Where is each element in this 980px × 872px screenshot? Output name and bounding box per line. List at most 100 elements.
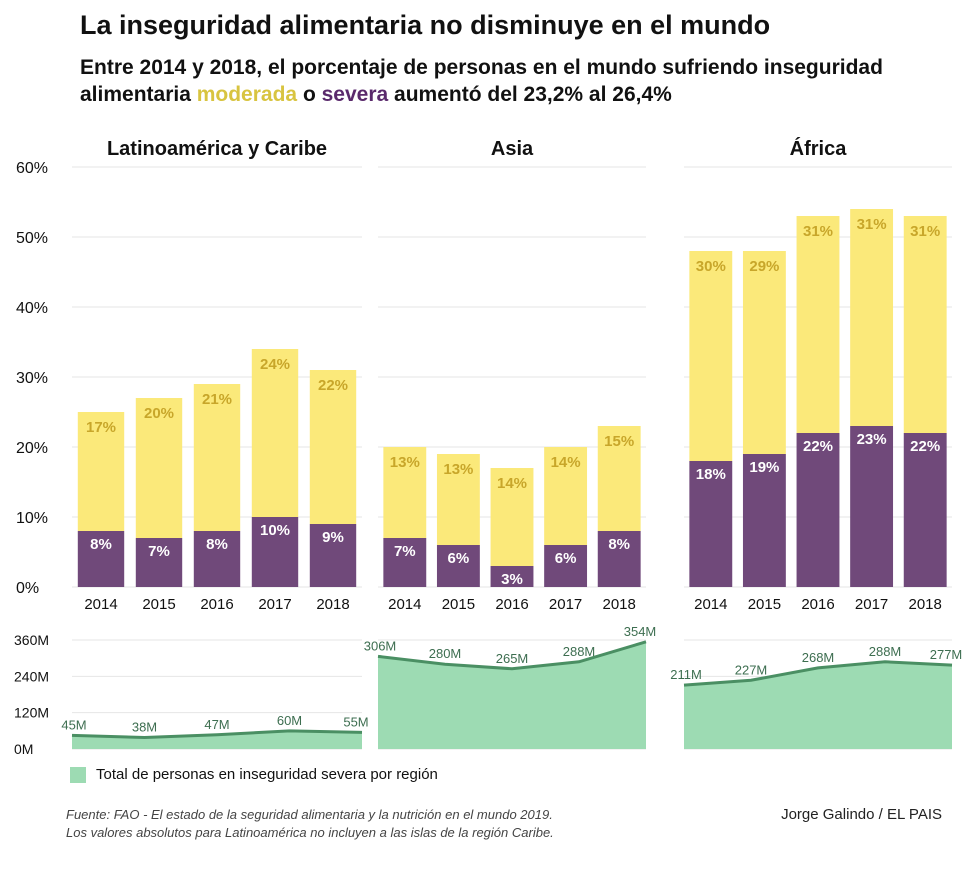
subtitle-text-3: aumentó del 23,2% al 26,4% — [388, 83, 672, 106]
data-label-severe: 10% — [260, 522, 290, 539]
x-tick-label: 2016 — [200, 596, 233, 613]
legend-area-swatch — [70, 766, 86, 783]
area-point-label-africa: 211M — [670, 667, 702, 682]
x-tick-label: 2015 — [142, 596, 175, 613]
data-label-moderate: 31% — [857, 216, 887, 233]
y-tick-label: 60% — [16, 160, 48, 177]
source-line-2: Los valores absolutos para Latinoamérica… — [66, 825, 554, 840]
y-tick-label: 30% — [16, 370, 48, 387]
bar-severe-latinoamerica-y-caribe-2014 — [77, 531, 125, 587]
author-credit: Jorge Galindo / EL PAIS — [781, 806, 942, 823]
legend: Total de personas en inseguridad severa … — [70, 766, 438, 783]
area-point-label-latinoamerica: 38M — [132, 719, 157, 734]
x-tick-label: 2015 — [442, 596, 475, 613]
area-point-label-asia: 288M — [563, 644, 596, 659]
bar-severe-latinoamerica-y-caribe-2018 — [309, 524, 357, 587]
area-y-tick-label: 0M — [14, 741, 33, 757]
area-fill-africa — [684, 661, 952, 749]
data-label-moderate: 17% — [86, 419, 116, 436]
bar-moderate-africa-2015 — [742, 251, 786, 454]
source-note: Fuente: FAO - El estado de la seguridad … — [66, 806, 554, 842]
data-label-severe: 22% — [910, 438, 940, 455]
area-point-label-latinoamerica: 47M — [204, 717, 229, 732]
data-label-moderate: 24% — [260, 356, 290, 373]
data-label-moderate: 30% — [696, 258, 726, 275]
data-label-moderate: 14% — [551, 454, 581, 471]
area-line-africa — [683, 660, 953, 687]
data-label-severe: 8% — [608, 536, 630, 553]
legend-label: Total de personas en inseguridad severa … — [96, 766, 438, 783]
area-line-asia — [377, 640, 647, 671]
area-line-latinoamerica — [71, 729, 363, 739]
area-point-label-latinoamerica: 45M — [61, 717, 86, 732]
bar-moderate-asia-2014 — [383, 447, 427, 538]
data-label-moderate: 14% — [497, 475, 527, 492]
area-point-label-africa: 227M — [735, 662, 768, 677]
chart-title: La inseguridad alimentaria no disminuye … — [80, 10, 771, 40]
bar-moderate-latinoamerica-y-caribe-2018 — [309, 370, 357, 524]
x-tick-label: 2014 — [84, 596, 117, 613]
area-point-label-asia: 265M — [496, 651, 529, 666]
data-label-severe: 8% — [90, 536, 112, 553]
data-label-severe: 7% — [394, 543, 416, 560]
subtitle-text-2: o — [297, 83, 322, 106]
bar-severe-africa-2017 — [850, 426, 894, 587]
data-label-moderate: 20% — [144, 405, 174, 422]
bar-moderate-latinoamerica-y-caribe-2015 — [135, 398, 183, 538]
bar-moderate-asia-2016 — [490, 468, 534, 566]
bar-moderate-africa-2014 — [689, 251, 733, 461]
bar-severe-latinoamerica-y-caribe-2017 — [251, 517, 299, 587]
bar-severe-asia-2016 — [490, 566, 534, 587]
bar-severe-asia-2014 — [383, 538, 427, 587]
bar-severe-latinoamerica-y-caribe-2015 — [135, 538, 183, 587]
data-label-severe: 8% — [206, 536, 228, 553]
data-label-moderate: 31% — [803, 223, 833, 240]
bar-moderate-asia-2017 — [544, 447, 588, 545]
subtitle-severe-highlight: severa — [321, 83, 389, 106]
bar-moderate-asia-2015 — [436, 454, 480, 545]
x-tick-label: 2018 — [603, 596, 636, 613]
y-tick-label: 0% — [16, 580, 39, 597]
area-point-label-africa: 268M — [802, 650, 835, 665]
y-tick-label: 20% — [16, 440, 48, 457]
y-tick-label: 50% — [16, 230, 48, 247]
data-label-severe: 6% — [555, 550, 577, 567]
area-y-tick-label: 240M — [14, 668, 49, 684]
bar-severe-asia-2017 — [544, 545, 588, 587]
subtitle-text-1: Entre 2014 y 2018, el porcentaje de pers… — [80, 56, 883, 106]
data-label-moderate: 13% — [390, 454, 420, 471]
area-fill-latinoamerica — [72, 730, 362, 749]
bar-severe-africa-2014 — [689, 461, 733, 587]
data-label-moderate: 13% — [443, 461, 473, 478]
x-tick-label: 2018 — [909, 596, 942, 613]
x-tick-label: 2018 — [316, 596, 349, 613]
area-point-label-asia: 354M — [624, 624, 657, 639]
data-label-severe: 18% — [696, 466, 726, 483]
area-point-label-latinoamerica: 55M — [343, 714, 368, 729]
x-tick-label: 2017 — [258, 596, 291, 613]
y-tick-label: 40% — [16, 300, 48, 317]
area-point-label-latinoamerica: 60M — [277, 713, 302, 728]
bar-moderate-africa-2018 — [903, 216, 947, 433]
data-label-severe: 22% — [803, 438, 833, 455]
data-label-moderate: 21% — [202, 391, 232, 408]
bar-severe-asia-2018 — [597, 531, 641, 587]
source-line-1: Fuente: FAO - El estado de la seguridad … — [66, 807, 553, 822]
data-label-moderate: 31% — [910, 223, 940, 240]
area-fill-asia — [378, 641, 646, 749]
x-tick-label: 2016 — [801, 596, 834, 613]
data-label-severe: 9% — [322, 529, 344, 546]
area-point-label-asia: 280M — [429, 646, 462, 661]
bar-moderate-latinoamerica-y-caribe-2016 — [193, 384, 241, 531]
bar-moderate-africa-2017 — [850, 209, 894, 426]
bar-moderate-africa-2016 — [796, 216, 840, 433]
area-point-label-africa: 288M — [869, 644, 902, 659]
panel-title-latinoamerica-y-caribe: Latinoamérica y Caribe — [107, 138, 327, 160]
data-label-moderate: 15% — [604, 433, 634, 450]
data-label-severe: 7% — [148, 543, 170, 560]
bar-severe-africa-2018 — [903, 433, 947, 587]
bar-severe-africa-2016 — [796, 433, 840, 587]
x-tick-label: 2016 — [495, 596, 528, 613]
bar-moderate-latinoamerica-y-caribe-2017 — [251, 349, 299, 517]
